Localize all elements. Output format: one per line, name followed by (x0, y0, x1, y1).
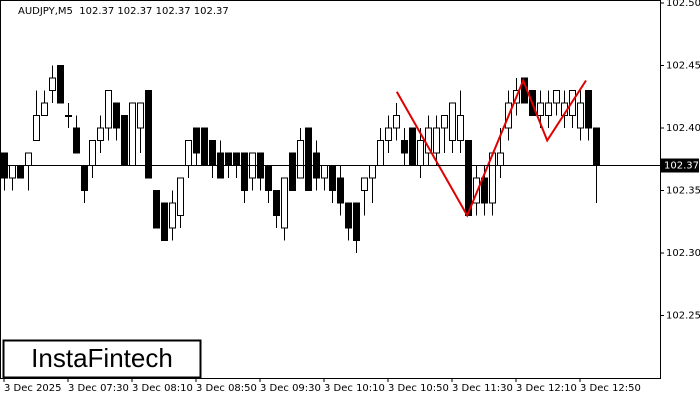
candle-body (433, 127, 440, 154)
y-tick-label: 102.35 (666, 186, 700, 197)
y-tick-label: 102.30 (666, 248, 700, 259)
candle-body (9, 165, 16, 179)
candle-body (329, 165, 336, 191)
x-tick-label: 3 Dec 10:10 (324, 383, 385, 394)
candle-body (449, 102, 456, 141)
x-tick-label: 3 Dec 08:10 (132, 383, 193, 394)
x-tick-label: 3 Dec 12:10 (516, 383, 577, 394)
x-tick-label: 3 Dec 11:30 (452, 383, 513, 394)
candle-body (169, 202, 176, 229)
chart-title: AUDJPY,M5 102.37 102.37 102.37 102.37 (18, 6, 229, 17)
candle-body (89, 140, 96, 166)
candle-body (105, 90, 112, 129)
candle-body (201, 127, 208, 166)
candle-body (241, 152, 248, 191)
candle-body (465, 140, 472, 216)
candle-body (409, 127, 416, 166)
candle-body (81, 165, 88, 191)
candle-body (177, 177, 184, 216)
candle-body (377, 140, 384, 166)
price-label-box (661, 158, 699, 173)
candle-body (361, 177, 368, 191)
candle-body (73, 127, 80, 154)
price-label: 102.37 (664, 161, 699, 172)
candle-body (457, 115, 464, 141)
candle-body (537, 102, 544, 116)
candle-body (233, 152, 240, 166)
candle-body (273, 190, 280, 216)
candle-body (265, 165, 272, 191)
candle-body (545, 102, 552, 116)
y-tick-label: 102.40 (666, 123, 700, 134)
candle-body (25, 152, 32, 166)
candle-body (369, 165, 376, 179)
candle-body (385, 127, 392, 141)
candle-body (401, 140, 408, 154)
x-tick-label: 3 Dec 09:30 (260, 383, 321, 394)
candle-body (593, 127, 600, 166)
candle-body (481, 177, 488, 204)
x-tick-label: 3 Dec 08:50 (196, 383, 257, 394)
logo: InstaFintech (31, 343, 173, 373)
candle-body (553, 90, 560, 104)
candle-body (193, 127, 200, 154)
candle-body (97, 127, 104, 141)
candle-body (345, 202, 352, 229)
y-tick-label: 102.50 (666, 0, 700, 9)
candle-body (497, 152, 504, 166)
x-tick-label: 3 Dec 2025 (4, 383, 62, 394)
candle-body (41, 102, 48, 116)
candle-body (49, 77, 56, 91)
candle-body (185, 140, 192, 166)
candle-body (289, 152, 296, 191)
y-tick-label: 102.25 (666, 311, 700, 322)
candle-body (281, 177, 288, 229)
pattern-line (395, 77, 587, 218)
candle-body (113, 102, 120, 129)
candle-body (209, 140, 216, 166)
candle-body (585, 90, 592, 129)
y-tick-label: 102.45 (666, 61, 700, 72)
candle-body (577, 102, 584, 129)
candle-body (225, 152, 232, 166)
candle-body (417, 140, 424, 166)
x-tick-label: 3 Dec 07:30 (68, 383, 129, 394)
x-tick-label: 3 Dec 10:50 (388, 383, 449, 394)
x-tick-label: 3 Dec 12:50 (580, 383, 641, 394)
candle-body (153, 190, 160, 229)
logo-box (2, 339, 202, 379)
candle-body (33, 115, 40, 141)
candle-body (137, 102, 144, 129)
candle-body (121, 115, 128, 166)
candle-body (129, 102, 136, 166)
candle-body (321, 165, 328, 179)
candle-body (393, 115, 400, 129)
candle-body (337, 177, 344, 204)
candle-body (161, 202, 168, 241)
candle-body (57, 65, 64, 104)
candle-body (65, 115, 72, 117)
candle-body (353, 202, 360, 241)
candle-body (305, 127, 312, 191)
candle-body (17, 165, 24, 179)
candle-body (441, 115, 448, 129)
candle-body (297, 140, 304, 179)
candle-body (145, 90, 152, 179)
